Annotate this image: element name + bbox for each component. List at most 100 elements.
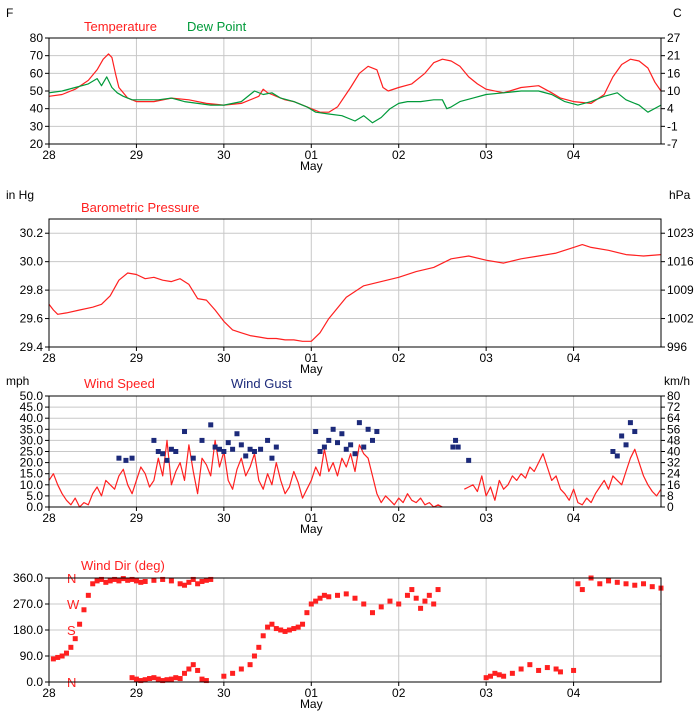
wind-dir-point — [59, 653, 65, 659]
wind-dir-point — [352, 595, 358, 601]
pressure-right-ticks: 996 1002 1009 1016 1023 — [661, 226, 694, 354]
x-tick-label: 29 — [130, 511, 144, 525]
right-tick-label: -7 — [667, 137, 678, 151]
wind-dir-grid — [49, 578, 661, 682]
wind-dir-point — [361, 601, 367, 607]
gust-point — [208, 422, 214, 428]
pressure-right-unit: hPa — [669, 188, 691, 202]
y-tick-label: 20.0 — [20, 456, 44, 470]
x-tick-label: 29 — [130, 351, 144, 365]
wind-gust-title: Wind Gust — [231, 376, 292, 391]
wind-dir-point — [496, 672, 502, 678]
pressure-y-ticks: 29.4 29.6 29.8 30.0 30.2 — [20, 226, 49, 354]
wind-right-unit: km/h — [664, 374, 690, 388]
dew-point-title: Dew Point — [187, 19, 247, 34]
wind-dir-point — [326, 594, 332, 600]
gust-point — [627, 420, 633, 426]
wind-dir-point — [335, 592, 341, 598]
gust-point — [317, 449, 323, 454]
wind-dir-point — [317, 595, 323, 601]
wind-dir-point — [133, 676, 139, 682]
wind-dir-point — [536, 667, 542, 673]
wind-dir-point — [575, 581, 581, 587]
wind-dir-point — [125, 577, 131, 583]
wind-dir-point — [273, 626, 279, 632]
wind-speed-panel: mph km/h Wind Speed Wind Gust 0.05.010.0… — [6, 374, 690, 536]
gust-point — [238, 442, 244, 448]
wind-dir-point — [77, 621, 83, 627]
wind-dir-point — [116, 578, 122, 584]
wind-dir-point — [186, 666, 192, 672]
wind-dir-point — [313, 598, 319, 604]
wind-dir-point — [409, 587, 415, 593]
wind-dir-point — [182, 582, 188, 588]
gust-point — [151, 437, 157, 443]
wind-dir-point — [186, 579, 192, 585]
wind-dir-point — [387, 598, 393, 604]
gust-point — [265, 437, 271, 443]
x-tick-label: 01 — [305, 686, 319, 700]
wind-dir-point — [94, 578, 100, 584]
wind-dir-point — [278, 627, 284, 633]
x-tick-label: 04 — [567, 511, 581, 525]
y-tick-label: 20 — [30, 137, 44, 151]
wind-dir-point — [230, 670, 236, 676]
x-tick-label: 03 — [479, 351, 493, 365]
wind-dir-point — [435, 587, 441, 593]
wind-dir-point — [50, 656, 56, 662]
x-tick-label: 01 — [305, 511, 319, 525]
wind-dir-point — [404, 592, 410, 598]
series-line — [48, 439, 443, 508]
gust-point — [269, 455, 275, 461]
gust-point — [321, 444, 327, 450]
gust-point — [129, 455, 135, 461]
wind-dir-point — [151, 577, 157, 583]
wind-dir-point — [544, 665, 550, 671]
wind-dir-point — [369, 610, 375, 616]
gust-point — [168, 446, 174, 452]
gust-point — [173, 449, 179, 454]
y-tick-label: 35.0 — [20, 422, 44, 436]
wind-dir-title: Wind Dir (deg) — [81, 558, 165, 573]
wind-dir-series — [50, 575, 664, 684]
wind-dir-point — [112, 576, 118, 582]
x-tick-label: 30 — [217, 148, 231, 162]
right-tick-label: 1002 — [667, 312, 694, 326]
x-tick-label: 28 — [42, 351, 56, 365]
wind-dir-point — [553, 666, 559, 672]
wind-dir-y-ticks: 0.0 90.0 180.0 270.0 360.0 — [13, 571, 49, 689]
x-tick-label: 04 — [567, 148, 581, 162]
wind-dir-point — [103, 579, 109, 585]
wind-dir-point — [160, 678, 166, 684]
wind-dir-point — [81, 607, 87, 613]
right-tick-label: -1 — [667, 119, 678, 133]
right-tick-label: 996 — [667, 340, 687, 354]
wind-grid — [49, 396, 661, 507]
wind-dir-point — [195, 667, 201, 673]
wind-dir-point — [208, 576, 214, 582]
x-tick-label: 02 — [392, 686, 406, 700]
gust-point — [216, 446, 222, 452]
gust-point — [212, 444, 218, 450]
wind-speed-title: Wind Speed — [84, 376, 155, 391]
x-month-label: May — [300, 362, 323, 376]
y-tick-label: 50 — [30, 84, 44, 98]
wind-dir-point — [527, 662, 533, 668]
gust-point — [455, 444, 461, 450]
wind-dir-point — [286, 627, 292, 633]
wind-dir-point — [413, 595, 419, 601]
temperature-y-ticks: 20 30 40 50 60 70 80 — [30, 31, 49, 151]
wind-dir-point — [300, 621, 306, 627]
gust-point — [258, 446, 264, 452]
wind-dir-point — [343, 591, 349, 597]
series-line — [48, 244, 662, 342]
y-tick-label: 90.0 — [20, 649, 44, 663]
gust-point — [182, 429, 188, 435]
wind-dir-point — [142, 677, 148, 683]
gust-point — [343, 446, 349, 452]
right-tick-label: 4 — [667, 102, 674, 116]
gust-point — [247, 446, 253, 452]
gust-point — [234, 431, 240, 437]
